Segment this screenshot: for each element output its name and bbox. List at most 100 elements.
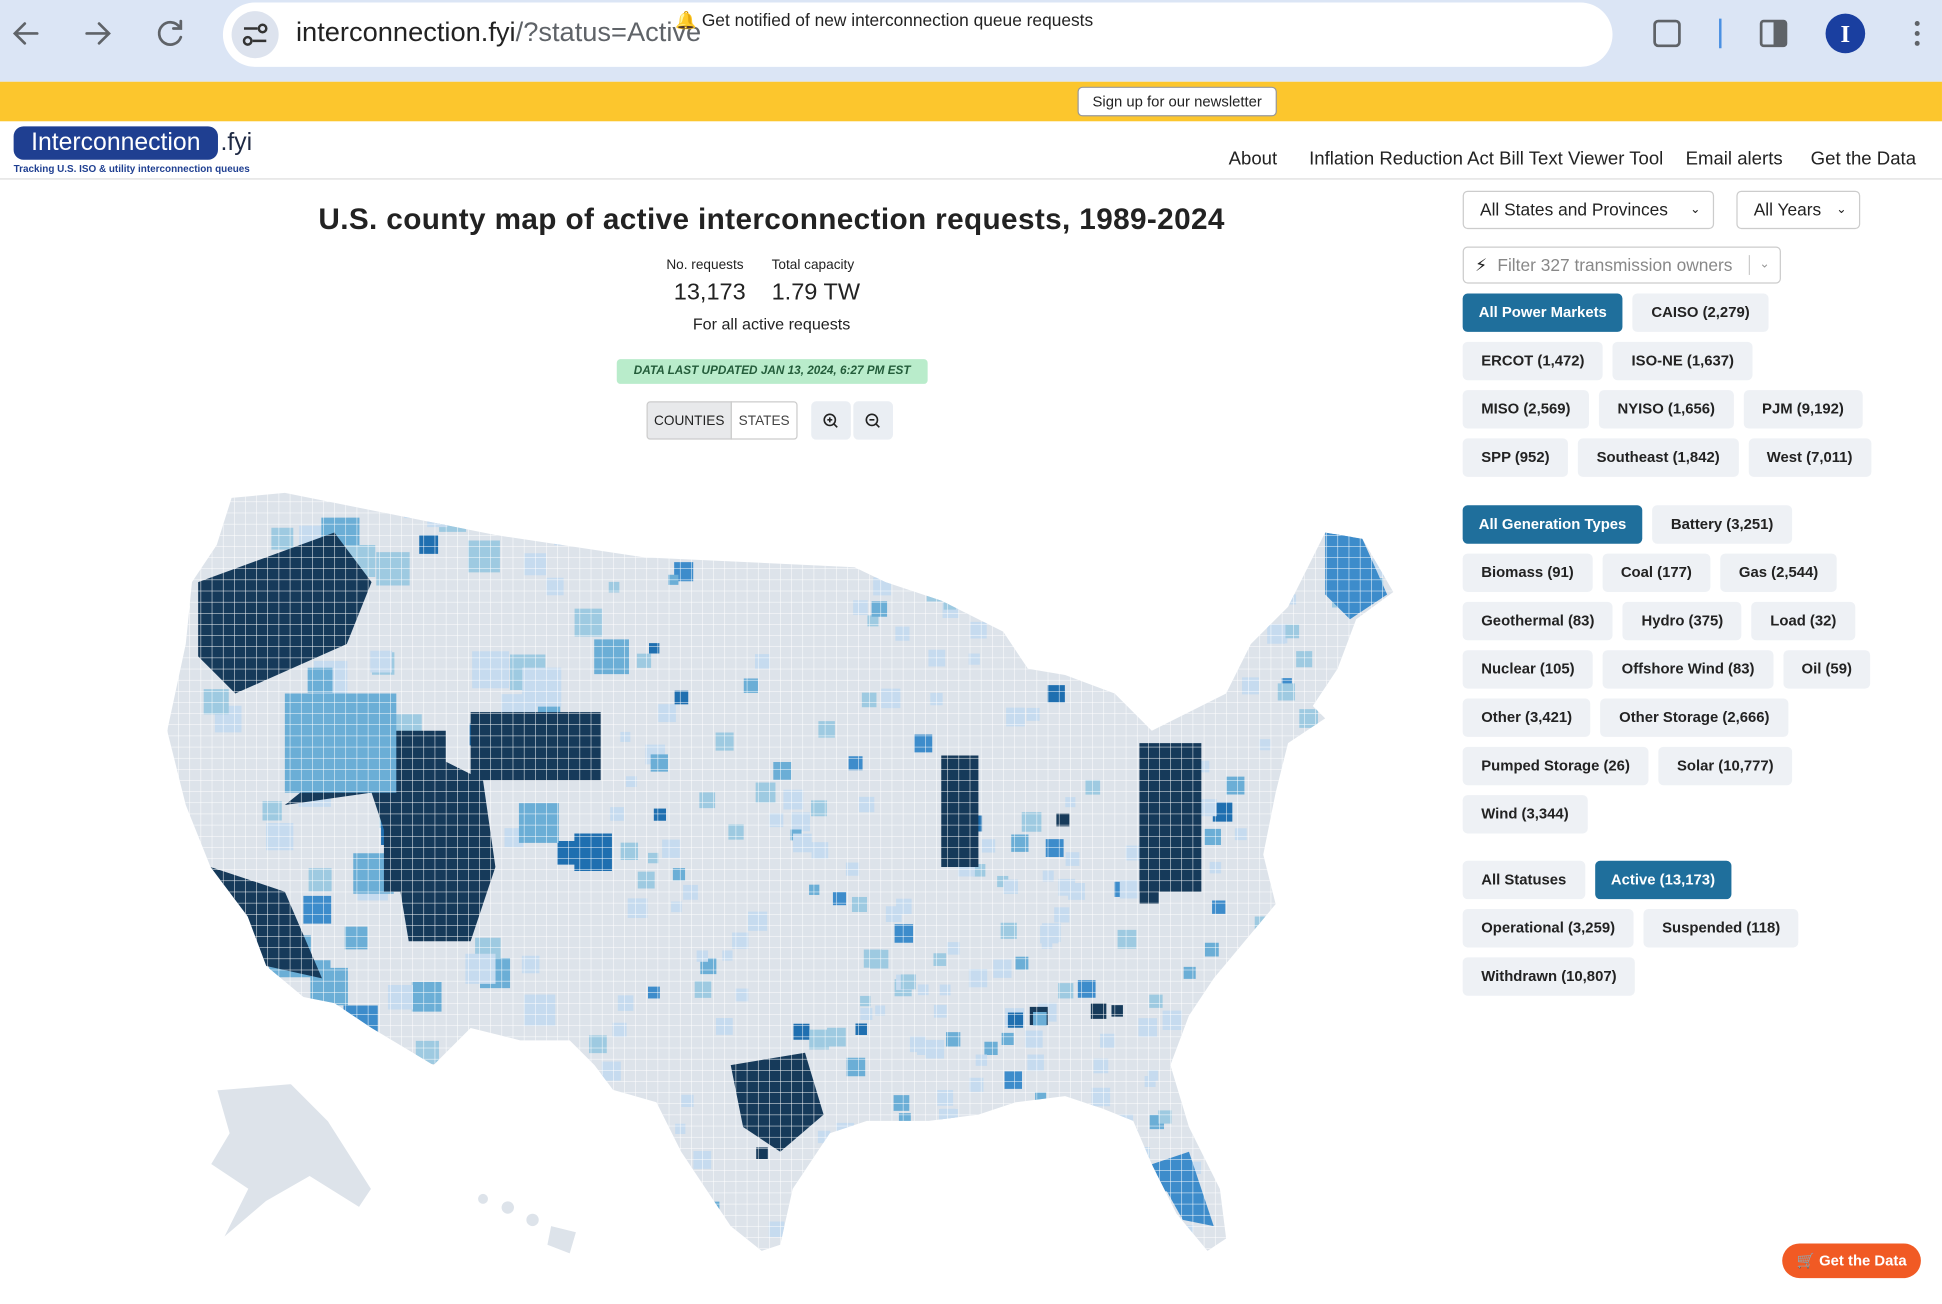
county-region[interactable]	[1207, 517, 1222, 532]
extensions-icon[interactable]	[1653, 19, 1681, 48]
county-map[interactable]	[0, 0, 1437, 1304]
county-region[interactable]	[1375, 944, 1386, 955]
county-region[interactable]	[1325, 1227, 1345, 1247]
county-region[interactable]	[1008, 1171, 1026, 1189]
county-region[interactable]	[1026, 1147, 1042, 1164]
filter-button[interactable]: Gas (2,544)	[1720, 553, 1837, 593]
county-region[interactable]	[167, 865, 203, 901]
county-region[interactable]	[1124, 1129, 1138, 1143]
county-region[interactable]	[181, 1245, 215, 1279]
county-region[interactable]	[899, 568, 916, 585]
county-region[interactable]	[1320, 734, 1340, 754]
county-region[interactable]	[184, 917, 216, 948]
filter-button[interactable]: Oil (59)	[1782, 650, 1871, 689]
county-region[interactable]	[1233, 1217, 1246, 1230]
county-region[interactable]	[1179, 1070, 1197, 1088]
logo-suffix[interactable]: .fyi	[220, 128, 253, 157]
zoom-out-button[interactable]	[853, 401, 893, 440]
county-region[interactable]	[230, 1031, 255, 1057]
county-region[interactable]	[680, 503, 696, 519]
filter-button[interactable]: ERCOT (1,472)	[1462, 341, 1604, 381]
county-region[interactable]	[196, 1027, 236, 1067]
county-region[interactable]	[1112, 1189, 1124, 1200]
county-region[interactable]	[670, 501, 682, 513]
county-region[interactable]	[560, 1174, 582, 1195]
zoom-in-button[interactable]	[811, 401, 851, 440]
county-region[interactable]	[1225, 629, 1241, 645]
county-region[interactable]	[1340, 678, 1351, 690]
county-region[interactable]	[1063, 1145, 1082, 1163]
years-dropdown[interactable]: All Years ⌄	[1736, 190, 1861, 230]
filter-button[interactable]: MISO (2,569)	[1462, 390, 1590, 429]
county-region[interactable]	[554, 521, 579, 546]
county-region[interactable]	[1072, 1137, 1086, 1152]
filter-button[interactable]: Operational (3,259)	[1462, 909, 1634, 948]
county-region[interactable]	[929, 536, 941, 548]
county-region[interactable]	[1222, 1185, 1242, 1205]
filter-button[interactable]: Offshore Wind (83)	[1603, 650, 1774, 689]
county-region[interactable]	[1078, 532, 1092, 547]
county-region[interactable]	[1264, 1183, 1282, 1202]
county-region[interactable]	[634, 511, 647, 524]
county-region[interactable]	[1110, 1203, 1127, 1220]
filter-button[interactable]: Battery (3,251)	[1652, 505, 1792, 544]
county-region[interactable]	[1317, 925, 1330, 938]
county-region[interactable]	[1391, 1175, 1410, 1194]
county-region[interactable]	[1326, 858, 1342, 873]
county-region[interactable]	[1269, 936, 1287, 954]
filter-button[interactable]: All Statuses	[1462, 860, 1585, 900]
county-region[interactable]	[982, 543, 993, 555]
county-region[interactable]	[1238, 510, 1257, 529]
county-region[interactable]	[1330, 1216, 1342, 1228]
filter-button[interactable]: Other (3,421)	[1462, 698, 1591, 737]
county-region[interactable]	[792, 1228, 808, 1244]
county-region[interactable]	[909, 562, 923, 577]
county-region[interactable]	[169, 960, 205, 997]
county-region[interactable]	[1157, 586, 1177, 606]
filter-button[interactable]: Withdrawn (10,807)	[1462, 957, 1636, 996]
logo[interactable]: Interconnection	[13, 126, 218, 160]
county-region[interactable]	[1335, 1148, 1348, 1161]
county-region[interactable]	[1368, 775, 1388, 795]
profile-avatar[interactable]	[1825, 13, 1866, 54]
filter-button[interactable]: Pumped Storage (26)	[1462, 746, 1649, 786]
reload-icon[interactable]	[157, 19, 183, 46]
counties-toggle[interactable]: COUNTIES	[646, 401, 732, 440]
county-region[interactable]	[895, 501, 915, 520]
county-region[interactable]	[1246, 1129, 1261, 1144]
county-region[interactable]	[896, 1165, 910, 1179]
county-region[interactable]	[1120, 511, 1136, 527]
filter-button[interactable]: Hydro (375)	[1622, 601, 1742, 641]
county-region[interactable]	[1218, 1031, 1232, 1045]
county-region[interactable]	[1239, 981, 1253, 995]
county-region[interactable]	[1345, 1169, 1365, 1189]
county-region[interactable]	[1371, 646, 1391, 665]
county-region[interactable]	[1276, 1063, 1296, 1082]
county-region[interactable]	[167, 1190, 190, 1214]
county-region[interactable]	[531, 1248, 564, 1280]
county-region[interactable]	[692, 1203, 704, 1215]
county-region[interactable]	[215, 1002, 245, 1031]
county-region[interactable]	[1251, 503, 1269, 521]
county-region[interactable]	[1291, 760, 1304, 773]
county-region[interactable]	[1307, 1250, 1320, 1262]
filter-button[interactable]: Wind (3,344)	[1462, 795, 1588, 834]
filter-button[interactable]: Load (32)	[1751, 601, 1855, 641]
county-region[interactable]	[1369, 646, 1382, 659]
county-region[interactable]	[1312, 1215, 1323, 1226]
filter-button[interactable]: ISO-NE (1,637)	[1612, 341, 1753, 381]
county-region[interactable]	[1156, 549, 1170, 563]
county-region[interactable]	[1280, 1143, 1298, 1161]
county-region[interactable]	[909, 1209, 921, 1221]
county-region[interactable]	[1152, 579, 1171, 598]
county-region[interactable]	[1338, 908, 1356, 926]
county-region[interactable]	[670, 1239, 681, 1251]
county-region[interactable]	[1317, 923, 1334, 940]
county-region[interactable]	[950, 1133, 970, 1153]
owner-filter-input[interactable]: Filter 327 transmission owners ⚡ ⌄	[1462, 246, 1781, 284]
county-region[interactable]	[1168, 676, 1186, 694]
county-region[interactable]	[1355, 1226, 1374, 1245]
county-region[interactable]	[1276, 842, 1295, 861]
forward-icon[interactable]	[85, 22, 111, 45]
address-bar[interactable]	[222, 2, 1613, 67]
